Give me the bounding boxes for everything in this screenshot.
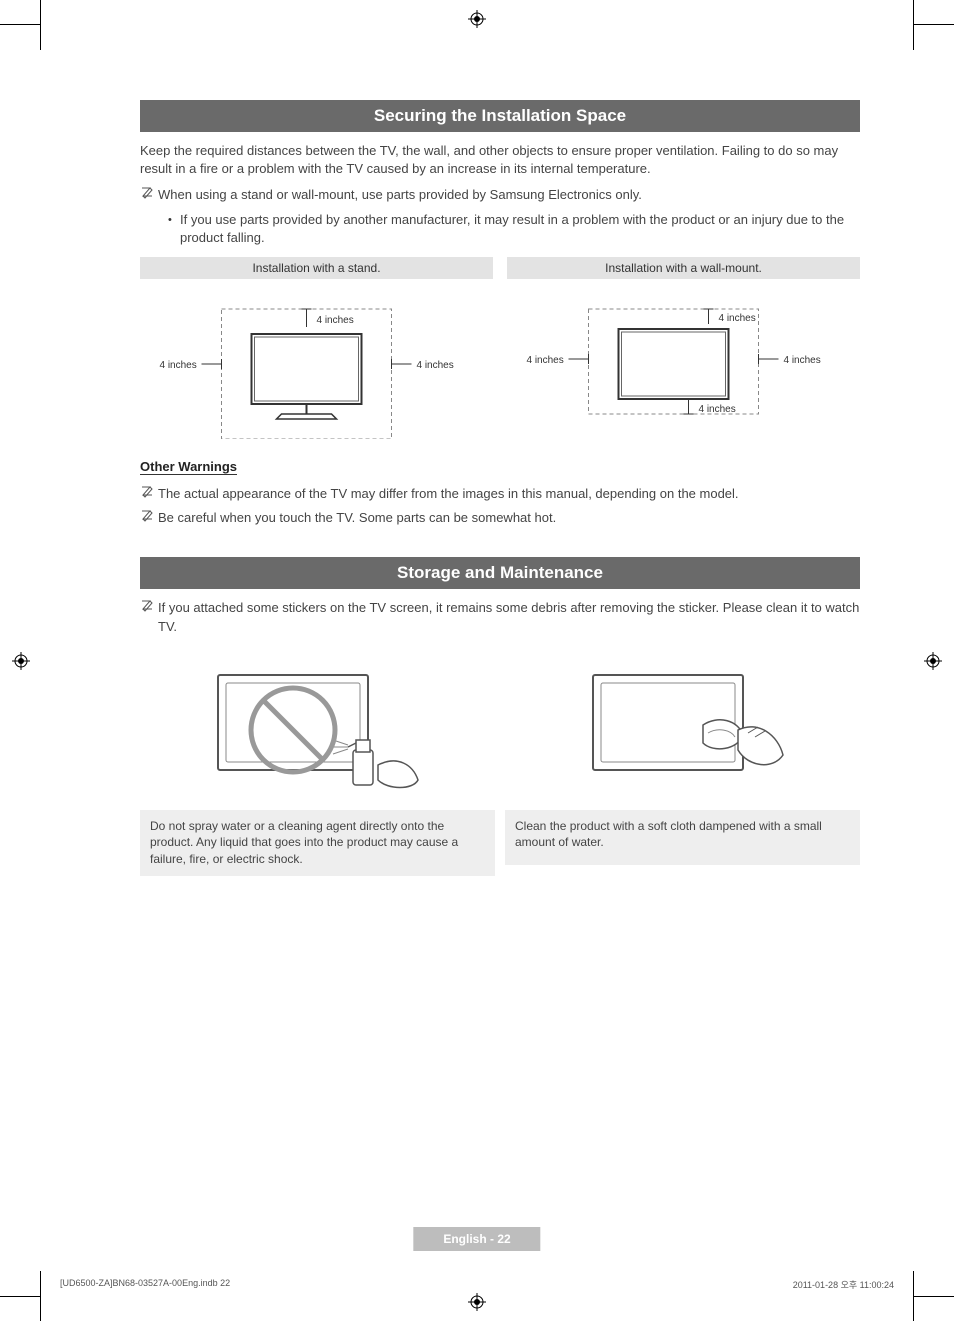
installation-diagrams-row: Installation with a stand. 4 inches 4 in… <box>140 257 860 439</box>
crop-mark <box>914 24 954 25</box>
maintenance-right-column: Clean the product with a soft cloth damp… <box>505 650 860 876</box>
imprint-row: [UD6500-ZA]BN68-03527A-00Eng.indb 22 201… <box>60 1278 894 1291</box>
svg-text:4 inches: 4 inches <box>719 313 756 324</box>
section-title-storage: Storage and Maintenance <box>140 557 860 589</box>
bullet-text: If you use parts provided by another man… <box>180 211 860 247</box>
maintenance-right-illustration <box>505 650 860 810</box>
note-text: The actual appearance of the TV may diff… <box>158 485 860 503</box>
install-stand-header: Installation with a stand. <box>140 257 493 279</box>
note-row: The actual appearance of the TV may diff… <box>140 485 860 503</box>
install-wall-diagram: 4 inches 4 inches 4 inches 4 inches <box>507 279 860 439</box>
install-wall-header: Installation with a wall-mount. <box>507 257 860 279</box>
install-wall-column: Installation with a wall-mount. 4 inches… <box>507 257 860 439</box>
crop-mark <box>913 1271 914 1321</box>
registration-mark-icon <box>12 652 30 670</box>
note-row: Be careful when you touch the TV. Some p… <box>140 509 860 527</box>
note-icon <box>140 599 158 616</box>
maintenance-row: Do not spray water or a cleaning agent d… <box>140 650 860 876</box>
crop-mark <box>0 1296 40 1297</box>
crop-mark <box>914 1296 954 1297</box>
registration-mark-icon <box>468 1293 486 1311</box>
other-warnings-heading: Other Warnings <box>140 459 237 475</box>
crop-mark <box>40 0 41 50</box>
maintenance-left-caption: Do not spray water or a cleaning agent d… <box>140 810 495 876</box>
svg-text:4 inches: 4 inches <box>784 355 821 366</box>
page-content: Securing the Installation Space Keep the… <box>140 100 860 876</box>
page-number-label: English - 22 <box>413 1227 540 1251</box>
note-row: If you attached some stickers on the TV … <box>140 599 860 635</box>
install-stand-diagram: 4 inches 4 inches 4 inches <box>140 279 493 439</box>
imprint-right: 2011-01-28 오후 11:00:24 <box>793 1278 894 1291</box>
crop-mark <box>40 1271 41 1321</box>
note-row: When using a stand or wall-mount, use pa… <box>140 186 860 204</box>
note-text: If you attached some stickers on the TV … <box>158 599 860 635</box>
crop-mark <box>913 0 914 50</box>
svg-text:4 inches: 4 inches <box>699 404 736 415</box>
note-text: Be careful when you touch the TV. Some p… <box>158 509 860 527</box>
note-icon <box>140 485 158 502</box>
imprint-left: [UD6500-ZA]BN68-03527A-00Eng.indb 22 <box>60 1278 230 1291</box>
section-title-securing: Securing the Installation Space <box>140 100 860 132</box>
maintenance-left-column: Do not spray water or a cleaning agent d… <box>140 650 495 876</box>
note-icon <box>140 509 158 526</box>
registration-mark-icon <box>468 10 486 28</box>
install-stand-column: Installation with a stand. 4 inches 4 in… <box>140 257 493 439</box>
svg-text:4 inches: 4 inches <box>160 360 197 371</box>
svg-text:4 inches: 4 inches <box>417 360 454 371</box>
intro-paragraph: Keep the required distances between the … <box>140 142 860 178</box>
note-icon <box>140 186 158 203</box>
maintenance-right-caption: Clean the product with a soft cloth damp… <box>505 810 860 865</box>
svg-text:4 inches: 4 inches <box>317 315 354 326</box>
maintenance-left-illustration <box>140 650 495 810</box>
registration-mark-icon <box>924 652 942 670</box>
bullet-icon: • <box>168 211 180 226</box>
note-text: When using a stand or wall-mount, use pa… <box>158 186 860 204</box>
bullet-row: • If you use parts provided by another m… <box>168 211 860 247</box>
crop-mark <box>0 24 40 25</box>
svg-text:4 inches: 4 inches <box>527 355 564 366</box>
